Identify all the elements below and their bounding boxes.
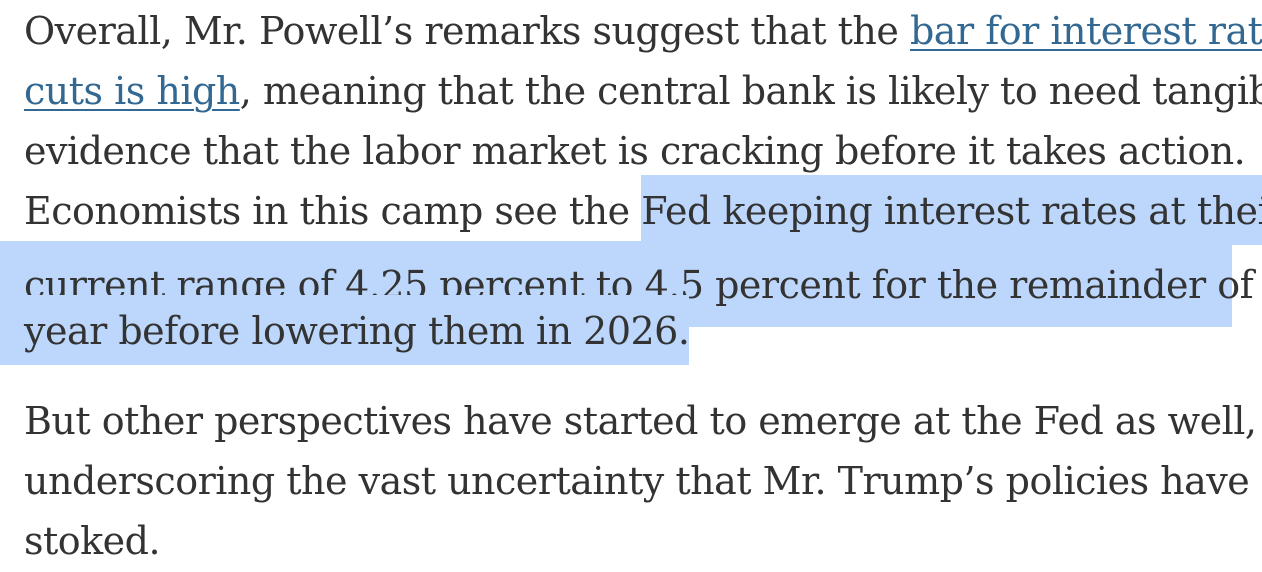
link-bar-for-interest-rate-cuts[interactable]: bar for interest rate <box>909 9 1262 53</box>
paragraph-powell-remarks: Overall, Mr. Powell’s remarks suggest th… <box>0 0 1262 365</box>
link-cuts-is-high[interactable]: cuts is high <box>24 69 240 113</box>
text-line: cuts is high, meaning that the central b… <box>24 61 1262 121</box>
text-segment: underscoring the vast uncertainty that M… <box>24 459 1250 503</box>
text-line: Economists in this camp see the Fed keep… <box>24 175 1262 245</box>
text-line: underscoring the vast uncertainty that M… <box>24 451 1254 511</box>
text-segment: Overall, Mr. Powell’s remarks suggest th… <box>24 9 910 53</box>
text-line: current range of 4.25 percent to 4.5 per… <box>0 241 1262 327</box>
text-segment: , meaning that the central bank is likel… <box>239 69 1262 113</box>
text-segment: Economists in this camp see the <box>24 189 642 233</box>
selected-text-highlight[interactable]: Fed keeping interest rates at their <box>641 175 1262 245</box>
text-line: stoked. <box>24 511 1254 571</box>
text-line: year before lowering them in 2026. <box>0 295 1254 365</box>
paragraph-other-perspectives: But other perspectives have started to e… <box>24 391 1257 571</box>
text-line: But other perspectives have started to e… <box>24 391 1257 451</box>
selected-text-highlight[interactable]: year before lowering them in 2026. <box>0 295 690 365</box>
text-line: evidence that the labor market is cracki… <box>24 121 1254 181</box>
text-line: Overall, Mr. Powell’s remarks suggest th… <box>24 1 1262 61</box>
text-segment: evidence that the labor market is cracki… <box>24 129 1246 173</box>
text-segment: stoked. <box>24 519 161 563</box>
text-segment: But other perspectives have started to e… <box>24 399 1257 443</box>
